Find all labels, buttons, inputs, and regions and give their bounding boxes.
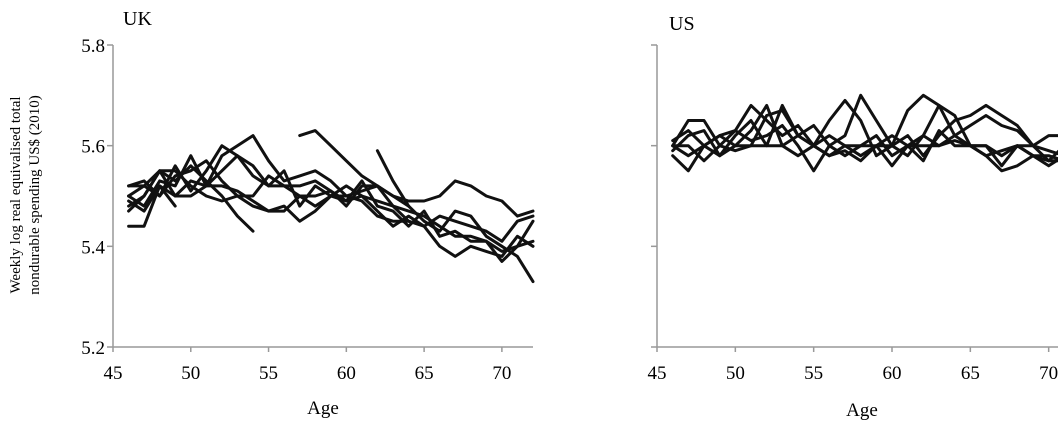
uk-series-line-6 [127, 169, 535, 253]
uk-y-axis-title-line1: Weekly log real equivalised total [8, 96, 24, 293]
us-x-tick-label: 55 [804, 363, 823, 384]
us-panel-title: US [669, 13, 695, 35]
uk-y-axis-title: Weekly log real equivalised total nondur… [8, 95, 43, 295]
uk-series-line-9 [298, 129, 411, 223]
uk-ticks: 45 50 55 60 65 70 5.2 5.4 5.6 5.8 [81, 36, 511, 384]
uk-x-tick-label: 65 [415, 363, 434, 384]
us-series-line-6 [671, 108, 1058, 173]
uk-x-tick-label: 60 [337, 363, 356, 384]
uk-y-axis-title-line2: nondurable spending US$ (2010) [27, 95, 43, 295]
us-series-line-3 [671, 93, 1058, 173]
us-series-line-4 [671, 103, 1058, 168]
uk-x-tick-label: 45 [104, 363, 123, 384]
us-x-tick-label: 45 [648, 363, 667, 384]
uk-x-tick-label: 55 [259, 363, 278, 384]
us-x-axis-title: Age [846, 400, 878, 421]
uk-series-line-2 [127, 134, 535, 284]
uk-x-tick-label: 50 [181, 363, 200, 384]
uk-y-tick-label: 5.6 [81, 137, 105, 158]
uk-y-tick-label: 5.4 [81, 237, 105, 258]
uk-panel: UK Weekly log real equivalised total non… [8, 8, 535, 419]
us-series-line-2 [671, 93, 1058, 163]
uk-series-line-8 [127, 184, 177, 228]
uk-series-group [127, 129, 535, 284]
us-series-group [671, 93, 1058, 173]
us-x-tick-label: 50 [726, 363, 745, 384]
uk-panel-title: UK [123, 8, 152, 30]
uk-series-line-10 [375, 149, 411, 208]
uk-series-line-1 [127, 144, 535, 258]
us-x-tick-label: 70 [1039, 363, 1058, 384]
us-panel: US 45 50 55 60 65 70 Age [648, 13, 1058, 421]
uk-y-tick-label: 5.8 [81, 36, 105, 57]
uk-series-line-7 [127, 164, 255, 233]
us-x-tick-label: 65 [961, 363, 980, 384]
us-x-tick-label: 60 [883, 363, 902, 384]
us-ticks: 45 50 55 60 65 70 [648, 44, 1058, 384]
uk-series-line-5 [127, 184, 535, 243]
uk-y-tick-label: 5.2 [81, 338, 105, 359]
uk-x-tick-label: 70 [492, 363, 511, 384]
uk-x-axis-title: Age [307, 398, 339, 419]
